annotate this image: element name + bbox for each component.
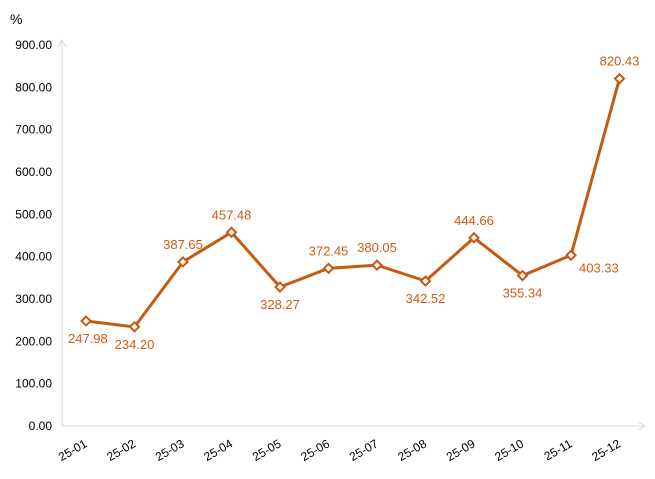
data-label: 342.52 (406, 291, 446, 306)
axes (57, 38, 647, 431)
x-tick-label: 25-08 (395, 436, 429, 464)
data-point-marker (613, 72, 626, 85)
x-tick-label: 25-11 (542, 436, 575, 463)
x-tick-label: 25-09 (444, 436, 478, 464)
y-axis-unit: % (10, 11, 22, 27)
data-point-marker (322, 262, 335, 275)
y-tick-label: 200.00 (15, 334, 52, 348)
data-label: 457.48 (212, 207, 252, 222)
data-point-marker (516, 269, 529, 282)
series-group (80, 72, 626, 333)
data-label: 387.65 (163, 237, 203, 252)
y-tick-label: 600.00 (15, 165, 52, 179)
data-label: 328.27 (260, 297, 300, 312)
x-tick-label: 25-12 (589, 436, 623, 464)
x-tick-label: 25-01 (56, 436, 90, 464)
data-label: 403.33 (579, 260, 619, 275)
data-label: 247.98 (68, 331, 108, 346)
data-point-marker (468, 231, 480, 244)
x-tick-labels: 25-01 25-02 25-03 25-04 25-05 25-06 25-07 25-08… (56, 436, 623, 464)
x-tick-label: 25-05 (250, 436, 284, 464)
y-tick-label: 300.00 (15, 292, 52, 306)
x-tick-label: 25-06 (298, 436, 332, 464)
data-point-marker (371, 259, 383, 272)
x-tick-label: 25-03 (153, 436, 187, 464)
x-tick-label: 25-02 (104, 436, 138, 464)
series-line (85, 78, 621, 329)
data-label: 234.20 (115, 337, 155, 352)
data-point-marker (128, 320, 141, 333)
data-labels: 247.98 234.20 387.65 457.48 328.27 372.45 380.… (68, 54, 639, 352)
y-tick-label: 900.00 (15, 38, 52, 52)
y-tick-label: 400.00 (15, 250, 52, 264)
y-tick-label: 500.00 (15, 207, 52, 221)
data-label: 355.34 (503, 286, 543, 301)
y-tick-label: 800.00 (15, 80, 52, 94)
x-axis-arrow (637, 421, 647, 431)
data-point-marker (80, 315, 92, 327)
x-tick-label: 25-10 (492, 436, 526, 464)
data-label: 820.43 (600, 54, 640, 69)
x-tick-label: 25-04 (201, 436, 235, 464)
data-point-marker (419, 275, 432, 287)
data-point-marker (274, 281, 286, 293)
y-tick-label: 0.00 (29, 419, 53, 433)
data-label: 444.66 (454, 213, 494, 228)
y-tick-labels: 0.00 100.00 200.00 300.00 400.00 500.00 600.00… (15, 38, 52, 433)
data-point-marker (565, 249, 577, 262)
y-tick-label: 700.00 (15, 123, 52, 137)
data-point-marker (177, 255, 189, 268)
data-point-marker (225, 226, 238, 239)
data-label: 380.05 (357, 240, 397, 255)
data-label: 372.45 (309, 243, 349, 258)
y-tick-label: 100.00 (15, 377, 52, 391)
x-tick-label: 25-07 (347, 436, 381, 464)
y-axis-arrow (57, 38, 67, 48)
